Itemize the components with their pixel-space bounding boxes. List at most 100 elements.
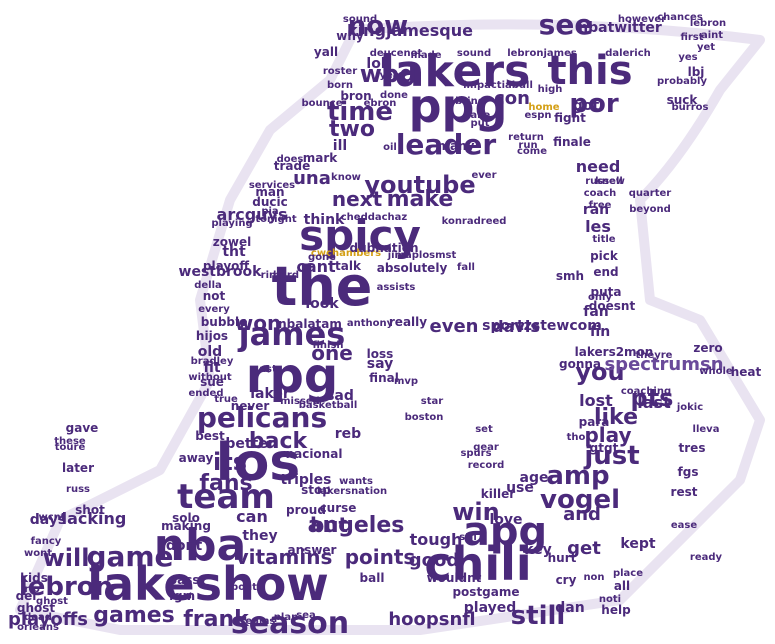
cloud-word: lebron	[19, 572, 113, 602]
cloud-word: hurt	[548, 551, 577, 565]
cloud-word: lakersnation	[317, 486, 387, 497]
cloud-word: teams	[241, 616, 276, 627]
cloud-word: fit	[203, 360, 220, 376]
cloud-word: youtube	[364, 171, 475, 199]
cloud-word: hijos	[196, 329, 228, 343]
cloud-word: sea	[296, 610, 315, 621]
cloud-word: tht	[222, 244, 246, 260]
cloud-word: beyond	[629, 204, 671, 215]
cloud-word: ghost	[36, 596, 68, 607]
cloud-word: coaching	[621, 386, 671, 397]
cloud-word: jimaplosmst	[387, 250, 457, 261]
cloud-word: bounce	[302, 98, 343, 109]
cloud-word: trade	[274, 159, 310, 173]
cloud-word: games	[93, 603, 175, 628]
cloud-word: fancy	[31, 536, 62, 547]
cloud-word: kept	[620, 536, 655, 552]
cloud-word: two	[329, 117, 375, 142]
cloud-word: fan	[583, 304, 609, 320]
cloud-word: tho	[567, 432, 586, 443]
cloud-word: ended	[189, 388, 224, 399]
cloud-word: quarter	[629, 188, 672, 199]
cloud-word: lebron	[690, 18, 726, 29]
cloud-word: una	[293, 168, 331, 189]
cloud-word: gtgt	[590, 441, 619, 455]
cloud-word: pick	[590, 249, 619, 263]
cloud-word: run	[518, 140, 537, 151]
cloud-word: cwchambers	[311, 248, 381, 259]
cloud-word: theyre	[636, 350, 673, 361]
cloud-word: lacking	[62, 509, 127, 528]
cloud-word: della	[194, 280, 222, 291]
cloud-word: apg	[463, 509, 547, 555]
cloud-word: laker	[250, 386, 290, 402]
cloud-word: finish	[312, 340, 343, 351]
cloud-word: can	[236, 507, 268, 526]
cloud-word: why	[336, 29, 364, 43]
cloud-word: ppg	[409, 79, 508, 133]
cloud-word: ast	[259, 364, 277, 375]
cloud-word: ready	[690, 552, 723, 563]
cloud-word: like	[594, 405, 638, 430]
cloud-word: pelicans	[197, 401, 327, 434]
cloud-word: points	[345, 545, 416, 569]
cloud-word: russ	[66, 484, 90, 495]
cloud-word: jokic	[676, 402, 703, 413]
cloud-word: sound	[457, 48, 491, 59]
cloud-word: fin	[590, 324, 610, 340]
cloud-word: every	[198, 304, 230, 315]
cloud-word: wants	[339, 476, 373, 487]
cloud-word: but	[310, 513, 349, 537]
cloud-word: sound	[343, 14, 377, 25]
cloud-word: con	[494, 88, 530, 109]
cloud-word: bradley	[191, 356, 234, 367]
cloud-word: stil	[459, 532, 477, 543]
cloud-word: home	[528, 102, 559, 113]
cloud-word: chances	[657, 12, 703, 23]
cloud-word: just	[583, 441, 639, 471]
cloud-word: played	[464, 600, 516, 616]
cloud-word: stop	[301, 483, 331, 497]
cloud-word: yes	[678, 52, 697, 63]
cloud-word: rpg	[246, 348, 338, 404]
cloud-word: come	[517, 146, 547, 157]
cloud-word: knew	[595, 176, 625, 187]
cloud-word: davis	[492, 317, 540, 336]
cloud-word: oil	[383, 142, 397, 153]
cloud-word: missed	[280, 396, 320, 407]
cloud-word: won	[235, 311, 281, 335]
cloud-word: now	[348, 11, 408, 41]
cloud-word: record	[468, 460, 505, 471]
cloud-word: rest	[671, 485, 698, 499]
cloud-word: mark	[303, 151, 339, 165]
cloud-word: gave	[66, 421, 99, 435]
cloud-word: fight	[554, 111, 586, 125]
cloud-word: better	[225, 436, 274, 452]
cloud-word: will	[43, 544, 90, 572]
cloud-word: puta	[591, 285, 622, 299]
cloud-word: westbrook	[179, 264, 263, 280]
cloud-word: ducic	[252, 195, 287, 209]
cloud-word: its	[213, 448, 247, 476]
cloud-word: all	[614, 579, 630, 593]
cloud-word: title	[592, 234, 615, 245]
cloud-word: leader	[396, 128, 497, 161]
cloud-word: dont	[166, 538, 203, 554]
cloud-word: orleans	[17, 622, 59, 633]
cloud-word: ball	[360, 571, 385, 585]
cloud-word: amp	[546, 461, 609, 491]
cloud-word: burros	[672, 102, 709, 113]
cloud-word: next	[332, 187, 383, 211]
cloud-word: basketball	[299, 400, 358, 411]
cloud-word: playoff	[203, 259, 249, 273]
cloud-word: one	[311, 341, 353, 365]
cloud-word: sue	[200, 375, 224, 389]
cloud-word: konradreed	[442, 216, 507, 227]
cloud-word: love	[489, 512, 522, 528]
cloud-word: make	[387, 187, 454, 212]
cloud-word: postgame	[452, 585, 519, 599]
cloud-word: por	[569, 89, 618, 119]
cloud-word: loss	[367, 347, 394, 361]
cloud-word: dead	[24, 612, 52, 623]
